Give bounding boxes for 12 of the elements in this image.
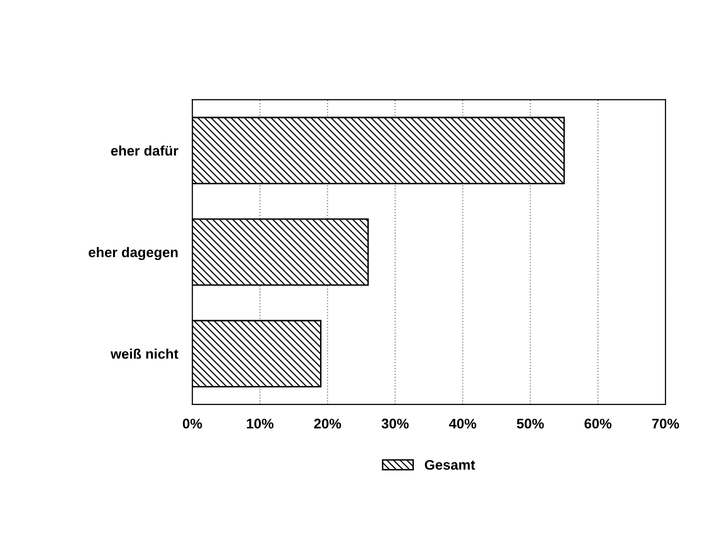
y-tick-label: eher dagegen [88,247,178,260]
y-tick-label: weiß nicht [110,348,178,359]
x-tick-label: 0% [182,418,202,429]
y-tick-label: eher dafür [111,145,178,156]
x-tick-label: 70% [652,418,680,429]
x-tick-label: 60% [584,418,612,429]
x-tick-label: 20% [314,418,342,429]
x-tick-label: 30% [382,418,409,429]
legend-label: Gesamt [424,460,476,470]
x-tick-label: 40% [449,418,476,429]
x-tick-label: 10% [246,418,274,429]
x-tick-label: 50% [516,418,544,429]
